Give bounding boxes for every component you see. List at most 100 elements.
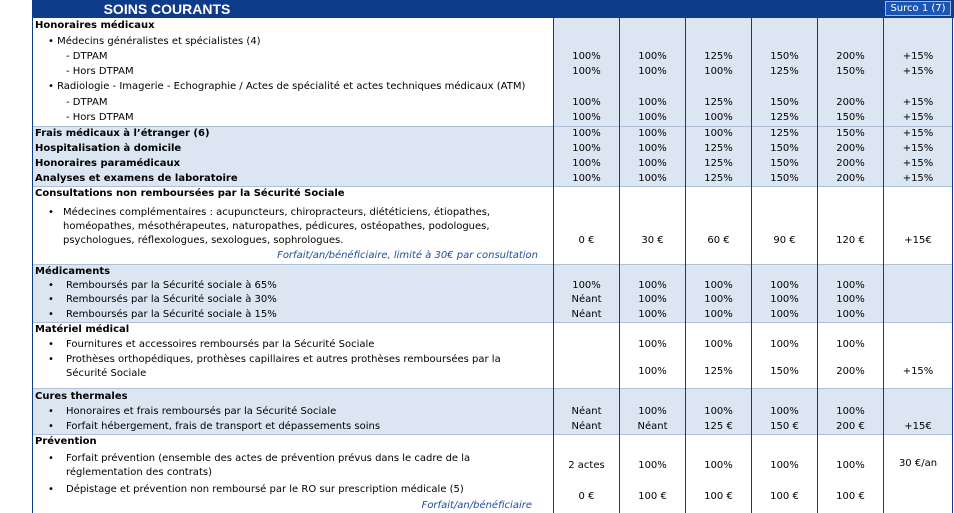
column-border	[751, 0, 752, 513]
value-cell: 100%	[638, 128, 667, 139]
row-divider	[32, 186, 952, 187]
row-divider	[32, 434, 952, 435]
value-cell: 200%	[836, 97, 865, 108]
section-label: Honoraires paramédicaux	[35, 158, 181, 169]
value-cell: 100%	[836, 339, 865, 350]
row-label: Remboursés par la Sécurité sociale à 15%	[66, 309, 277, 320]
value-cell: 100%	[638, 406, 667, 417]
value-cell: 100%	[638, 66, 667, 77]
value-cell: 100 €	[836, 491, 865, 502]
row-divider	[32, 126, 952, 127]
bullet: •	[48, 421, 54, 432]
section-label: Médicaments	[35, 266, 111, 277]
bullet: •	[48, 280, 54, 291]
row-label: - DTPAM	[66, 51, 108, 62]
column-border	[553, 0, 554, 513]
value-cell: 150 €	[770, 421, 799, 432]
value-cell: 150%	[770, 143, 799, 154]
value-cell: 100%	[638, 294, 667, 305]
value-cell: 100%	[836, 406, 865, 417]
value-cell: 0 €	[578, 235, 595, 246]
section-label: Matériel médical	[35, 324, 130, 335]
column-border	[817, 0, 818, 513]
bullet: •	[48, 354, 54, 365]
row-label: - Hors DTPAM	[66, 112, 134, 123]
value-cell: 100%	[572, 143, 601, 154]
value-cell: 100%	[770, 280, 799, 291]
surco-header: Surco 1 (7)	[885, 1, 951, 16]
value-cell: +15%	[902, 158, 934, 169]
value-cell: 100%	[704, 294, 733, 305]
value-cell: +15%	[902, 66, 934, 77]
value-cell: 100%	[836, 309, 865, 320]
value-cell: 125%	[704, 97, 733, 108]
value-cell: 100%	[704, 460, 733, 471]
value-cell: Néant	[571, 294, 602, 305]
value-cell: 100%	[704, 406, 733, 417]
section-label: Cures thermales	[35, 391, 128, 402]
page-title: SOINS COURANTS	[103, 1, 231, 17]
section-label: Frais médicaux à l’étranger (6)	[35, 128, 210, 139]
value-cell: +15€	[904, 235, 932, 246]
row-label: Médecines complémentaires : acupuncteurs…	[63, 207, 491, 246]
value-cell: 150%	[770, 97, 799, 108]
value-cell: 30 €/an	[898, 458, 938, 469]
row-label: - DTPAM	[66, 97, 108, 108]
value-cell: Néant	[571, 309, 602, 320]
row-divider	[32, 264, 952, 265]
value-cell: 125%	[704, 143, 733, 154]
value-cell: +15%	[902, 366, 934, 377]
value-cell: +15%	[902, 143, 934, 154]
value-cell: 2 actes	[568, 460, 605, 471]
value-cell: 60 €	[707, 235, 730, 246]
row-label: Forfait prévention (ensemble des actes d…	[66, 453, 471, 478]
value-cell: 200 €	[836, 421, 865, 432]
value-cell: +15%	[902, 51, 934, 62]
value-cell: 100%	[770, 294, 799, 305]
value-cell: 100%	[638, 280, 667, 291]
value-cell: 100%	[638, 339, 667, 350]
value-cell: 125%	[770, 112, 799, 123]
value-cell: Néant	[571, 421, 602, 432]
value-cell: 100%	[572, 158, 601, 169]
value-cell: 100%	[770, 309, 799, 320]
value-cell: 200%	[836, 143, 865, 154]
row-label: Fournitures et accessoires remboursés pa…	[66, 339, 375, 350]
note: Forfait/an/bénéficiaire	[421, 500, 532, 511]
column-border	[952, 0, 953, 513]
value-cell: 100%	[572, 112, 601, 123]
value-cell: 100 €	[638, 491, 667, 502]
value-cell: 100%	[836, 280, 865, 291]
band	[32, 126, 952, 186]
value-cell: 100%	[836, 294, 865, 305]
section-label: Prévention	[35, 436, 97, 447]
value-cell: 0 €	[578, 491, 595, 502]
value-cell: 125%	[770, 128, 799, 139]
band	[32, 388, 952, 434]
value-cell: 100%	[638, 97, 667, 108]
bullet: •	[48, 453, 54, 464]
row-label: • Radiologie - Imagerie - Echographie / …	[48, 81, 526, 92]
bullet: •	[48, 294, 54, 305]
value-cell: 100%	[704, 280, 733, 291]
value-cell: 100%	[638, 143, 667, 154]
value-cell: +15€	[904, 421, 932, 432]
section-label: Consultations non remboursées par la Séc…	[35, 188, 345, 199]
bullet: •	[48, 207, 54, 218]
band	[554, 18, 952, 126]
value-cell: 150%	[836, 66, 865, 77]
value-cell: 125%	[704, 51, 733, 62]
section-label: Analyses et examens de laboratoire	[35, 173, 238, 184]
bullet: •	[48, 406, 54, 417]
value-cell: 100%	[770, 460, 799, 471]
value-cell: 100%	[704, 112, 733, 123]
value-cell: 100%	[638, 460, 667, 471]
row-label: Remboursés par la Sécurité sociale à 30%	[66, 294, 277, 305]
column-border	[685, 0, 686, 513]
note: Forfait/an/bénéficiaire, limité à 30€ pa…	[277, 250, 538, 261]
column-border	[883, 0, 884, 513]
value-cell: Néant	[571, 406, 602, 417]
row-divider	[32, 388, 952, 389]
row-label: Honoraires et frais remboursés par la Sé…	[66, 406, 337, 417]
value-cell: 100%	[836, 460, 865, 471]
